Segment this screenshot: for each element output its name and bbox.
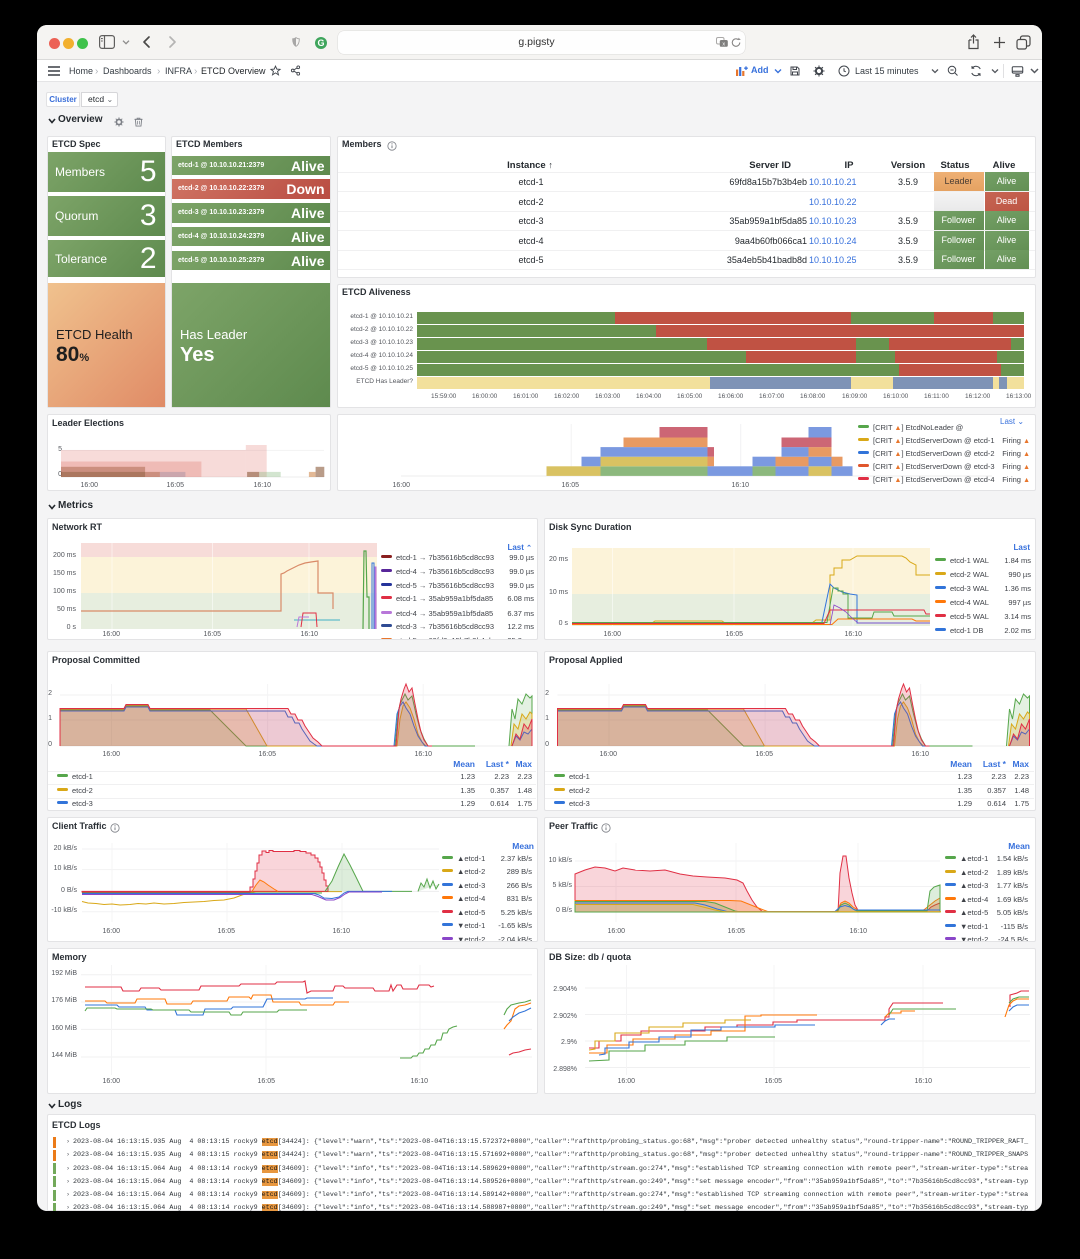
svg-text:x: x — [722, 41, 725, 47]
